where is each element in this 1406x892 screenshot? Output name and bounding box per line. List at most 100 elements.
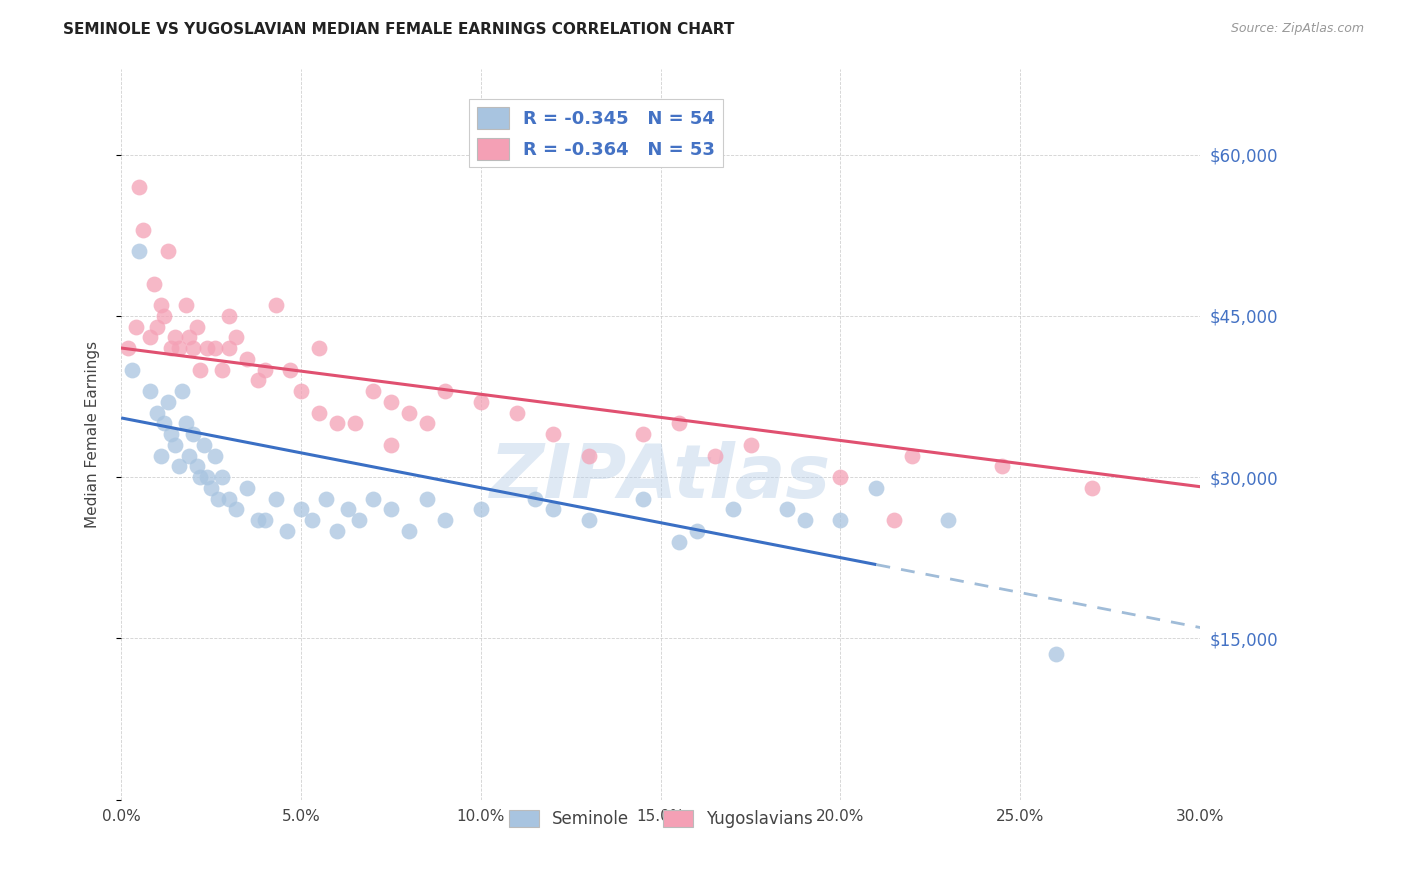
Point <box>264 298 287 312</box>
Point <box>146 319 169 334</box>
Point <box>308 405 330 419</box>
Point <box>830 470 852 484</box>
Text: ZIPAtlas: ZIPAtlas <box>491 442 831 515</box>
Point <box>156 394 179 409</box>
Point <box>165 438 187 452</box>
Point <box>541 427 564 442</box>
Point <box>132 223 155 237</box>
Point <box>181 341 204 355</box>
Point <box>246 373 269 387</box>
Point <box>253 362 276 376</box>
Point <box>174 298 197 312</box>
Point <box>308 341 330 355</box>
Point <box>246 513 269 527</box>
Point <box>218 309 240 323</box>
Point <box>416 491 439 506</box>
Point <box>225 502 247 516</box>
Point <box>668 534 690 549</box>
Point <box>470 502 492 516</box>
Y-axis label: Median Female Earnings: Median Female Earnings <box>86 341 100 527</box>
Point <box>142 277 165 291</box>
Point <box>146 405 169 419</box>
Point <box>380 438 402 452</box>
Point <box>506 405 529 419</box>
Point <box>398 405 420 419</box>
Point <box>204 449 226 463</box>
Point <box>160 427 183 442</box>
Point <box>578 449 600 463</box>
Point <box>278 362 301 376</box>
Point <box>326 417 349 431</box>
Point <box>380 394 402 409</box>
Point <box>830 513 852 527</box>
Point <box>167 459 190 474</box>
Point <box>1081 481 1104 495</box>
Text: Source: ZipAtlas.com: Source: ZipAtlas.com <box>1230 22 1364 36</box>
Point <box>541 502 564 516</box>
Point <box>703 449 725 463</box>
Point <box>165 330 187 344</box>
Point <box>721 502 744 516</box>
Point <box>668 417 690 431</box>
Point <box>193 438 215 452</box>
Point <box>128 244 150 259</box>
Point <box>117 341 139 355</box>
Point <box>901 449 924 463</box>
Point <box>301 513 323 527</box>
Point <box>1045 648 1067 662</box>
Text: SEMINOLE VS YUGOSLAVIAN MEDIAN FEMALE EARNINGS CORRELATION CHART: SEMINOLE VS YUGOSLAVIAN MEDIAN FEMALE EA… <box>63 22 735 37</box>
Point <box>740 438 762 452</box>
Point <box>685 524 707 538</box>
Point <box>883 513 905 527</box>
Point <box>121 362 143 376</box>
Point <box>290 384 312 398</box>
Point <box>179 330 201 344</box>
Point <box>343 417 366 431</box>
Point <box>186 459 208 474</box>
Point <box>207 491 229 506</box>
Point <box>181 427 204 442</box>
Point <box>188 470 211 484</box>
Point <box>153 309 176 323</box>
Point <box>149 298 172 312</box>
Point <box>938 513 960 527</box>
Point <box>172 384 194 398</box>
Point <box>361 384 384 398</box>
Point <box>153 417 176 431</box>
Point <box>225 330 247 344</box>
Point <box>433 513 456 527</box>
Point <box>416 417 439 431</box>
Point <box>398 524 420 538</box>
Point <box>218 491 240 506</box>
Point <box>336 502 359 516</box>
Point <box>315 491 337 506</box>
Point <box>264 491 287 506</box>
Point <box>124 319 146 334</box>
Point <box>793 513 815 527</box>
Point <box>186 319 208 334</box>
Point <box>149 449 172 463</box>
Point <box>204 341 226 355</box>
Point <box>276 524 298 538</box>
Point <box>523 491 546 506</box>
Point <box>167 341 190 355</box>
Point <box>236 351 259 366</box>
Point <box>200 481 222 495</box>
Point <box>218 341 240 355</box>
Point <box>211 362 233 376</box>
Point <box>631 491 654 506</box>
Point <box>290 502 312 516</box>
Point <box>470 394 492 409</box>
Point <box>160 341 183 355</box>
Legend: Seminole, Yugoslavians: Seminole, Yugoslavians <box>502 804 820 835</box>
Point <box>380 502 402 516</box>
Point <box>174 417 197 431</box>
Point <box>236 481 259 495</box>
Point <box>253 513 276 527</box>
Point <box>128 179 150 194</box>
Point <box>991 459 1014 474</box>
Point <box>188 362 211 376</box>
Point <box>197 470 219 484</box>
Point <box>347 513 370 527</box>
Point <box>156 244 179 259</box>
